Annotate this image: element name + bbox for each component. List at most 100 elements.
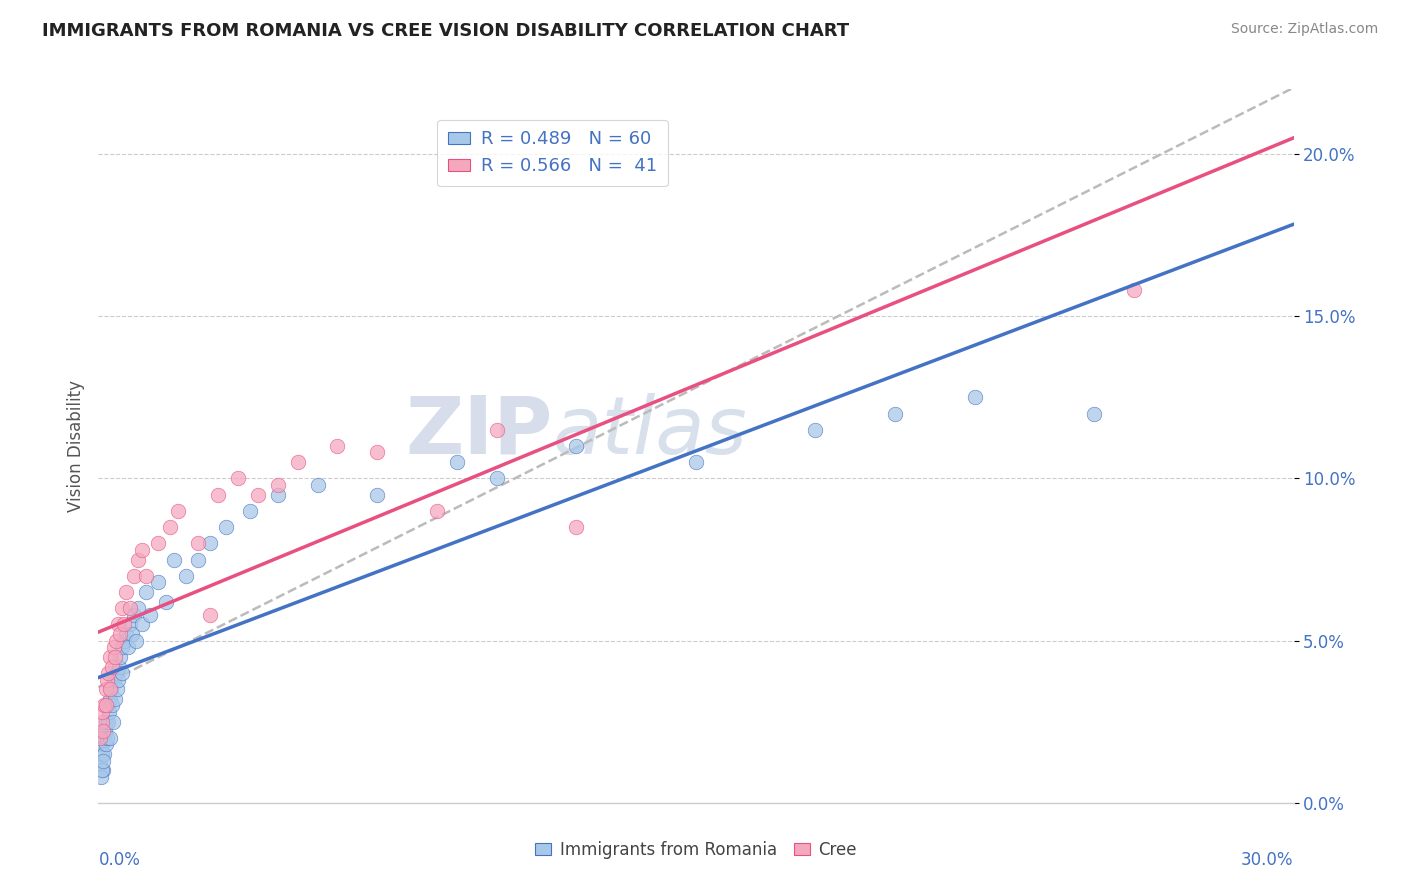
Point xyxy=(90,770,112,784)
Point xyxy=(124,568,146,582)
Point xyxy=(804,423,827,437)
Point xyxy=(884,407,907,421)
Point xyxy=(239,504,262,518)
Point xyxy=(104,649,127,664)
Point xyxy=(107,617,129,632)
Point xyxy=(110,666,132,681)
Point xyxy=(131,542,153,557)
Point xyxy=(100,682,122,697)
Point xyxy=(93,747,115,761)
Point xyxy=(485,471,508,485)
Point xyxy=(96,738,118,752)
Point xyxy=(167,504,190,518)
Point xyxy=(120,617,142,632)
Point xyxy=(155,595,177,609)
Point xyxy=(125,633,148,648)
Point xyxy=(1123,283,1146,297)
Point xyxy=(110,649,132,664)
Text: Source: ZipAtlas.com: Source: ZipAtlas.com xyxy=(1230,22,1378,37)
Point xyxy=(187,536,209,550)
Point xyxy=(96,673,118,687)
Point xyxy=(111,601,134,615)
Point xyxy=(565,439,588,453)
Point xyxy=(198,536,221,550)
Point xyxy=(91,764,114,778)
Point xyxy=(98,649,122,664)
Point xyxy=(135,568,157,582)
Point xyxy=(90,747,112,761)
Text: atlas: atlas xyxy=(553,392,748,471)
Point xyxy=(198,607,221,622)
Point xyxy=(1083,407,1105,421)
Point xyxy=(96,731,118,745)
Point xyxy=(485,423,508,437)
Point xyxy=(226,471,249,485)
Text: 30.0%: 30.0% xyxy=(1241,852,1294,870)
Point xyxy=(115,627,138,641)
Point xyxy=(366,488,388,502)
Point xyxy=(139,607,162,622)
Point xyxy=(103,640,125,654)
Point xyxy=(105,682,128,697)
Point xyxy=(97,666,120,681)
Point xyxy=(91,705,114,719)
Point xyxy=(89,731,111,745)
Point xyxy=(94,714,117,729)
Point xyxy=(112,617,135,632)
Point xyxy=(91,754,114,768)
Point xyxy=(96,698,118,713)
Point xyxy=(135,585,157,599)
Point xyxy=(174,568,197,582)
Point xyxy=(98,682,121,697)
Legend: Immigrants from Romania, Cree: Immigrants from Romania, Cree xyxy=(534,840,858,859)
Text: ZIP: ZIP xyxy=(405,392,553,471)
Point xyxy=(187,552,209,566)
Point xyxy=(104,692,127,706)
Point xyxy=(108,659,131,673)
Point xyxy=(90,714,112,729)
Point xyxy=(101,659,124,673)
Point xyxy=(111,640,134,654)
Point xyxy=(163,552,186,566)
Point xyxy=(565,520,588,534)
Point xyxy=(124,607,146,622)
Point xyxy=(93,698,115,713)
Point xyxy=(91,738,114,752)
Point xyxy=(101,714,124,729)
Point xyxy=(93,731,115,745)
Point xyxy=(131,617,153,632)
Point xyxy=(685,455,707,469)
Point xyxy=(121,627,143,641)
Point xyxy=(426,504,449,518)
Point xyxy=(267,478,290,492)
Point xyxy=(98,705,121,719)
Point xyxy=(107,673,129,687)
Point xyxy=(148,536,170,550)
Point xyxy=(307,478,329,492)
Point xyxy=(117,640,139,654)
Point xyxy=(963,390,986,404)
Point xyxy=(105,633,128,648)
Point xyxy=(326,439,349,453)
Point xyxy=(91,764,114,778)
Point xyxy=(287,455,309,469)
Point xyxy=(94,724,117,739)
Point xyxy=(105,666,128,681)
Point xyxy=(148,575,170,590)
Point xyxy=(120,601,142,615)
Point xyxy=(215,520,238,534)
Point xyxy=(89,756,111,771)
Point xyxy=(94,682,117,697)
Point xyxy=(98,731,122,745)
Y-axis label: Vision Disability: Vision Disability xyxy=(66,380,84,512)
Point xyxy=(110,627,132,641)
Point xyxy=(127,601,149,615)
Point xyxy=(112,633,135,648)
Point xyxy=(267,488,290,502)
Point xyxy=(103,673,125,687)
Point xyxy=(446,455,468,469)
Point xyxy=(246,488,269,502)
Point xyxy=(207,488,229,502)
Point xyxy=(366,445,388,459)
Text: IMMIGRANTS FROM ROMANIA VS CREE VISION DISABILITY CORRELATION CHART: IMMIGRANTS FROM ROMANIA VS CREE VISION D… xyxy=(42,22,849,40)
